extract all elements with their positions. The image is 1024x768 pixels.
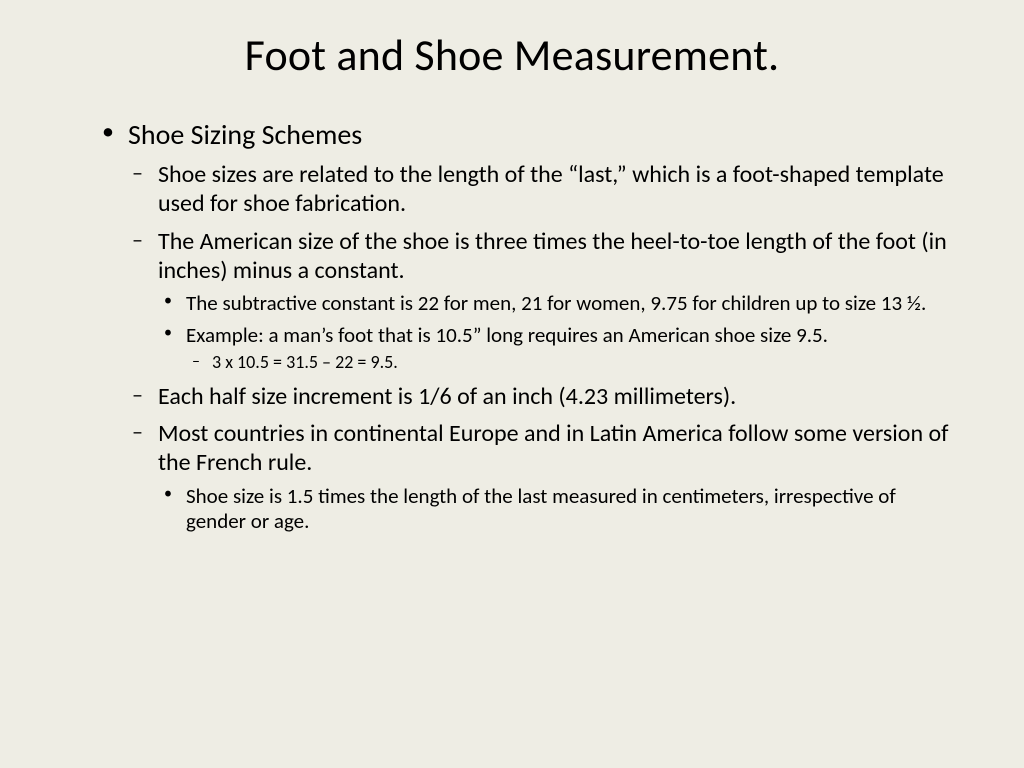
bullet-lvl3: Shoe size is 1.5 times the length of the… xyxy=(158,484,954,535)
slide-body: Shoe Sizing Schemes Shoe sizes are relat… xyxy=(70,117,954,535)
bullet-lvl4: 3 x 10.5 = 31.5 – 22 = 9.5. xyxy=(186,352,954,374)
bullet-lvl2: The American size of the shoe is three t… xyxy=(128,227,954,374)
bullet-lvl2: Shoe sizes are related to the length of … xyxy=(128,160,954,219)
bullet-lvl3: The subtractive constant is 22 for men, … xyxy=(158,291,954,317)
bullet-lvl1: Shoe Sizing Schemes Shoe sizes are relat… xyxy=(100,117,954,535)
bullet-lvl2: Each half size increment is 1/6 of an in… xyxy=(128,382,954,411)
slide-title: Foot and Shoe Measurement. xyxy=(70,28,954,82)
lvl2-text: The American size of the shoe is three t… xyxy=(158,227,947,285)
bullet-lvl3: Example: a man’s foot that is 10.5” long… xyxy=(158,323,954,374)
bullet-lvl2: Most countries in continental Europe and… xyxy=(128,419,954,535)
lvl3-text: Example: a man’s foot that is 10.5” long… xyxy=(186,322,828,348)
lvl1-heading: Shoe Sizing Schemes xyxy=(128,117,362,152)
slide-container: Foot and Shoe Measurement. Shoe Sizing S… xyxy=(0,0,1024,768)
lvl2-text: Most countries in continental Europe and… xyxy=(158,419,948,477)
